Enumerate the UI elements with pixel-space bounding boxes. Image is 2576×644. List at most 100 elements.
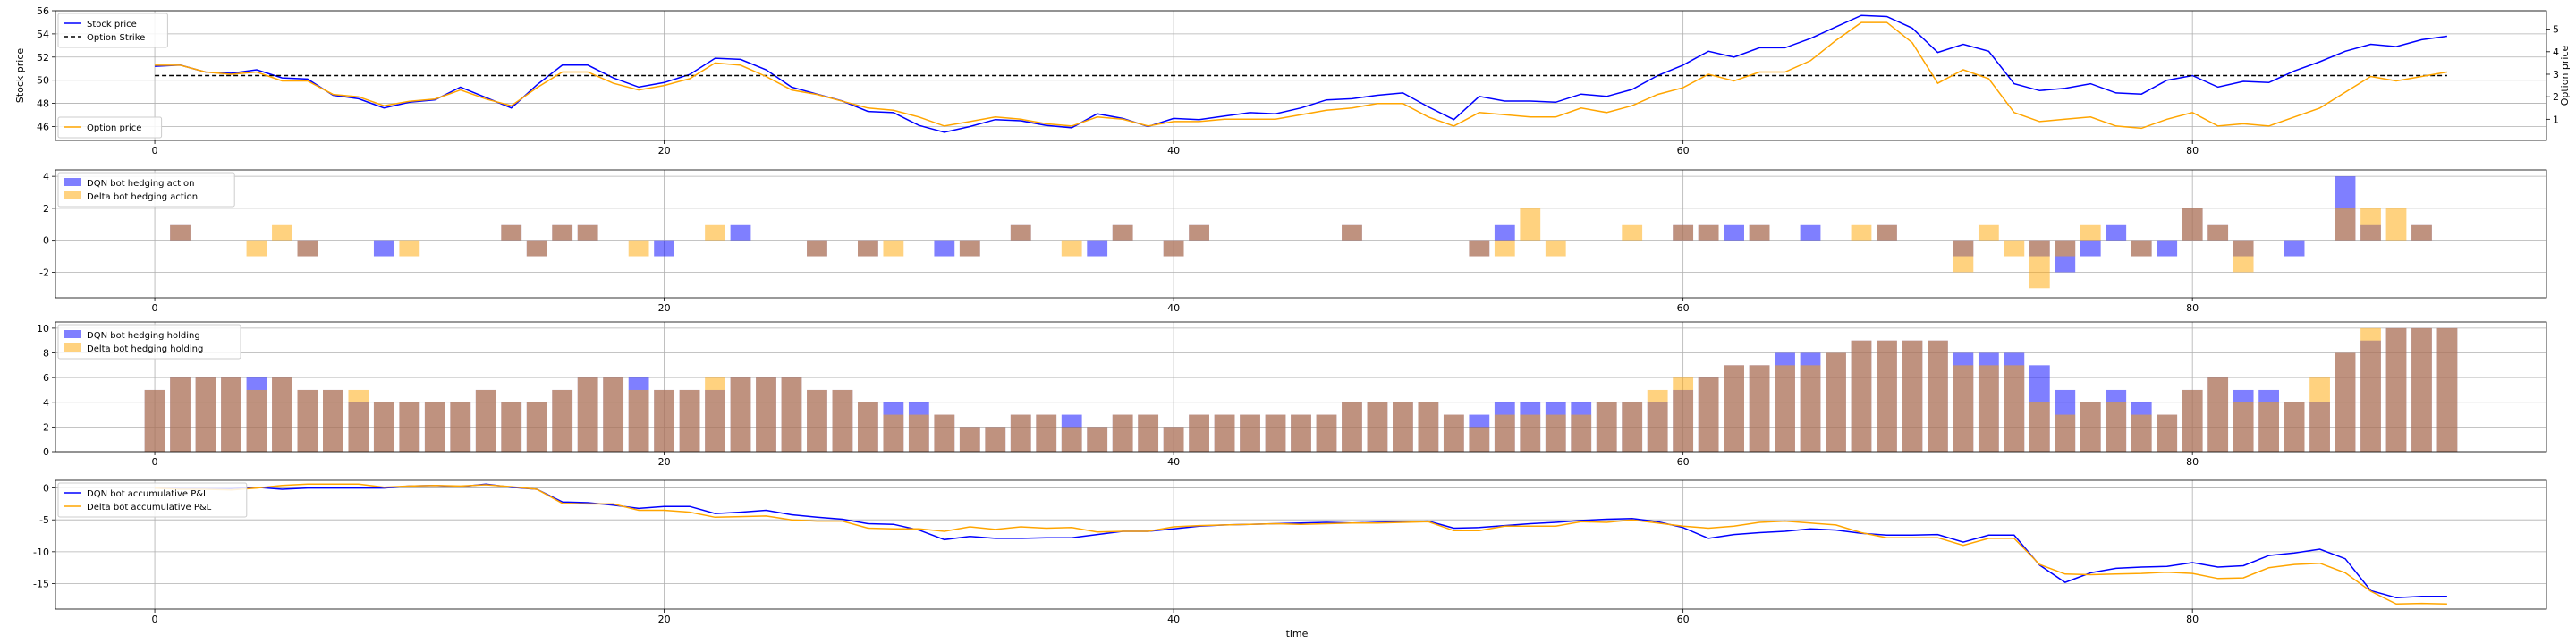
legend-1-frame [57, 172, 235, 208]
bar-1-1-76 [2080, 224, 2101, 241]
bar-2-1-68 [1877, 340, 1897, 452]
bar-2-1-69 [1902, 340, 1923, 452]
bar-2-1-54 [1520, 414, 1541, 452]
y-tick-label-3-0: 0 [43, 483, 49, 495]
legend2-0: Option price [57, 116, 163, 139]
bar-2-1-7 [323, 389, 343, 452]
bar-2-1-60 [1673, 377, 1694, 452]
legend-0-entry-1: Option Strike [87, 33, 145, 43]
bar-1-1-17 [577, 224, 598, 241]
bar-2-1-37 [1087, 427, 1108, 452]
x-tick-label-2-1: 20 [658, 456, 671, 468]
y-tick-label-3-1: -5 [39, 514, 49, 526]
bar-2-1-1 [170, 377, 191, 452]
legend-3-entry-1: Delta bot accumulative P&L [87, 503, 212, 513]
legend-0-entry-0: Stock price [87, 20, 137, 30]
bar-2-1-25 [781, 377, 802, 452]
bar-2-1-58 [1622, 402, 1643, 452]
y-tick-label-0-5: 56 [37, 5, 49, 17]
y-tick-label-1-2: 2 [43, 203, 49, 215]
y-tick-label-0-2: 50 [37, 75, 49, 87]
bar-2-1-75 [2055, 414, 2076, 452]
bar-1-1-61 [1698, 224, 1719, 241]
bar-1-0-79 [2157, 240, 2178, 257]
bar-2-1-72 [1978, 365, 1999, 452]
legend-1-swatch-1 [64, 191, 81, 199]
bar-2-1-71 [1953, 365, 1974, 452]
x-tick-label-2-2: 40 [1167, 456, 1180, 468]
bar-2-1-82 [2233, 402, 2254, 452]
legend-2-entry-0: DQN bot hedging holding [87, 331, 200, 341]
x-tick-label-2-0: 0 [152, 456, 158, 468]
bar-1-1-29 [883, 240, 904, 257]
bar-1-1-38 [1112, 224, 1133, 241]
legend-1-swatch-0 [64, 178, 81, 186]
bar-2-1-2 [195, 377, 216, 452]
bar-1-1-68 [1877, 224, 1897, 241]
bar-2-1-84 [2284, 402, 2305, 452]
bar-2-1-40 [1163, 427, 1184, 452]
bar-1-1-82 [2233, 240, 2254, 273]
legend-0: Stock price Option Strike [57, 13, 168, 48]
bar-2-1-23 [730, 377, 751, 452]
bar-2-1-66 [1826, 352, 1846, 452]
bar-2-1-41 [1189, 414, 1209, 452]
legend-2-swatch-1 [64, 343, 81, 352]
legend-1-entry-0: DQN bot hedging action [87, 179, 194, 189]
bar-2-1-35 [1036, 414, 1057, 452]
bar-2-1-14 [501, 402, 522, 452]
bar-2-1-46 [1316, 414, 1337, 452]
bar-2-1-51 [1443, 414, 1464, 452]
legend-1: DQN bot hedging action Delta bot hedging … [57, 172, 235, 208]
bar-1-1-32 [959, 240, 980, 257]
bar-2-1-55 [1545, 414, 1566, 452]
y-tick-label-2-2: 4 [43, 397, 49, 409]
bar-1-1-60 [1673, 224, 1694, 241]
bar-2-1-63 [1749, 365, 1770, 452]
bar-1-1-80 [2182, 208, 2203, 241]
y-tick-label-0-1: 48 [37, 98, 49, 110]
x-tick-label-1-2: 40 [1167, 302, 1180, 314]
legend-3: DQN bot accumulative P&L Delta bot accumu… [57, 482, 248, 518]
bar-2-1-59 [1647, 389, 1668, 452]
bar-2-1-20 [654, 389, 674, 452]
bar-2-1-4 [246, 389, 267, 452]
x-tick-label-0-3: 60 [1677, 145, 1690, 157]
bar-1-1-86 [2334, 208, 2356, 241]
y-tick-label-1-0: -2 [39, 267, 49, 278]
bar-2-1-39 [1138, 414, 1159, 452]
bar-2-1-56 [1571, 414, 1592, 452]
bar-2-1-85 [2309, 377, 2330, 452]
bar-2-1-36 [1061, 427, 1082, 452]
bar-1-0-65 [1800, 224, 1821, 241]
bar-1-1-41 [1189, 224, 1209, 241]
legend-1-entry-1: Delta bot hedging action [87, 192, 198, 202]
bar-2-1-65 [1800, 365, 1821, 452]
bar-2-1-27 [832, 389, 853, 452]
x-tick-label-3-0: 0 [152, 614, 158, 625]
bar-2-1-5 [272, 377, 292, 452]
bar-2-1-57 [1596, 402, 1617, 452]
y2-axis-label-0: Option price [2559, 45, 2571, 106]
bar-1-1-5 [272, 224, 292, 241]
y-axis-label-0: Stock price [14, 48, 26, 104]
bar-1-1-34 [1010, 224, 1031, 241]
bar-2-1-79 [2157, 414, 2178, 452]
y2-tick-label-0-1: 2 [2553, 91, 2559, 103]
bar-1-1-28 [858, 240, 878, 257]
bar-1-1-55 [1545, 240, 1566, 257]
bar-2-1-76 [2080, 402, 2101, 452]
bar-1-1-40 [1163, 240, 1184, 257]
bar-1-0-20 [654, 240, 674, 257]
bar-2-1-70 [1928, 340, 1948, 452]
bar-2-1-61 [1698, 377, 1719, 452]
x-tick-label-2-3: 60 [1677, 456, 1690, 468]
bar-2-1-24 [756, 377, 776, 452]
bar-2-1-88 [2385, 327, 2407, 452]
series-line-3-1 [155, 483, 2447, 606]
bar-1-1-47 [1342, 224, 1362, 241]
axes-frame-1 [55, 169, 2547, 299]
bar-2-1-6 [297, 389, 318, 452]
y2-tick-label-0-0: 1 [2553, 114, 2559, 125]
bar-2-1-18 [603, 377, 624, 452]
